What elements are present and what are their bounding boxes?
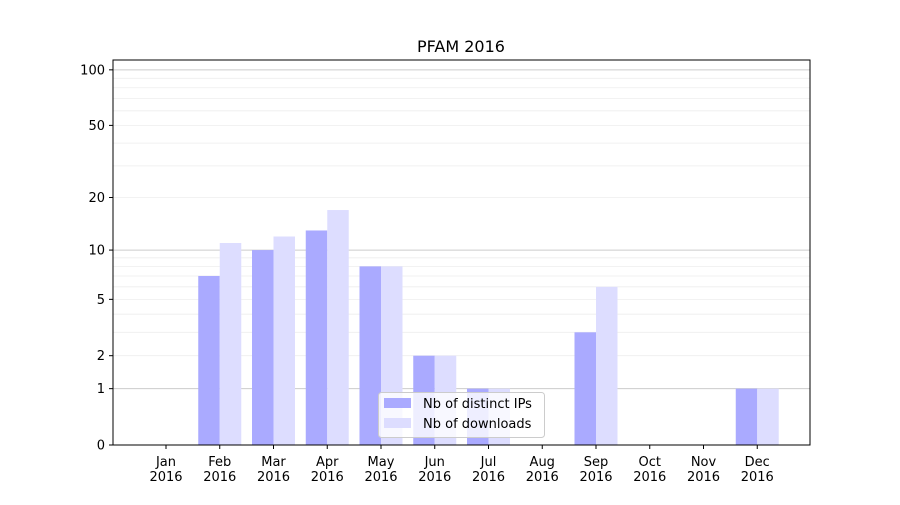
bar-downloads: [273, 236, 295, 445]
chart-title: PFAM 2016: [417, 37, 505, 56]
x-tick-label: 2016: [257, 470, 290, 485]
y-tick-label: 2: [97, 349, 105, 364]
x-tick-label: Aug: [530, 455, 555, 470]
x-tick-label: 2016: [633, 470, 666, 485]
x-tick-label: Jun: [424, 455, 445, 470]
legend-label: Nb of distinct IPs: [423, 397, 532, 412]
legend-box: [378, 392, 545, 438]
bar-distinct-ips: [359, 266, 381, 445]
x-tick-label: Jan: [155, 455, 176, 470]
x-tick-label: Dec: [745, 455, 770, 470]
x-tick-label: May: [368, 455, 395, 470]
x-tick-label: 2016: [579, 470, 612, 485]
y-tick-label: 20: [88, 191, 105, 206]
x-tick-label: Oct: [639, 455, 661, 470]
bar-distinct-ips: [305, 230, 328, 445]
y-tick-label: 10: [88, 244, 105, 259]
x-tick-label: 2016: [741, 470, 774, 485]
x-tick-label: Feb: [208, 455, 231, 470]
bar-distinct-ips: [198, 275, 220, 445]
bar-distinct-ips: [574, 332, 596, 445]
x-tick-label: 2016: [203, 470, 236, 485]
x-tick-label: 2016: [418, 470, 451, 485]
x-tick-label: Sep: [584, 455, 609, 470]
x-tick-label: Nov: [691, 455, 717, 470]
bar-downloads: [757, 388, 779, 445]
plot-frame: [112, 59, 811, 446]
y-tick-label: 0: [97, 439, 105, 454]
x-tick-label: Apr: [316, 455, 339, 470]
x-tick-label: Jul: [480, 455, 497, 470]
y-tick-label: 5: [97, 293, 105, 308]
x-tick-label: 2016: [149, 470, 182, 485]
bar-downloads: [596, 286, 618, 445]
y-tick-label: 100: [80, 63, 105, 78]
bar-downloads: [327, 210, 349, 445]
legend-swatch: [384, 418, 411, 428]
x-tick-label: 2016: [472, 470, 505, 485]
x-tick-label: Mar: [261, 455, 286, 470]
bar-distinct-ips: [735, 388, 758, 445]
legend-swatch: [384, 398, 411, 408]
x-tick-label: 2016: [364, 470, 397, 485]
x-tick-label: 2016: [526, 470, 559, 485]
y-tick-label: 1: [97, 382, 105, 397]
bar-distinct-ips: [252, 250, 274, 445]
y-tick-label: 50: [88, 119, 105, 134]
x-tick-label: 2016: [311, 470, 344, 485]
legend-label: Nb of downloads: [423, 417, 532, 432]
bar-downloads: [219, 243, 242, 445]
x-tick-label: 2016: [687, 470, 720, 485]
